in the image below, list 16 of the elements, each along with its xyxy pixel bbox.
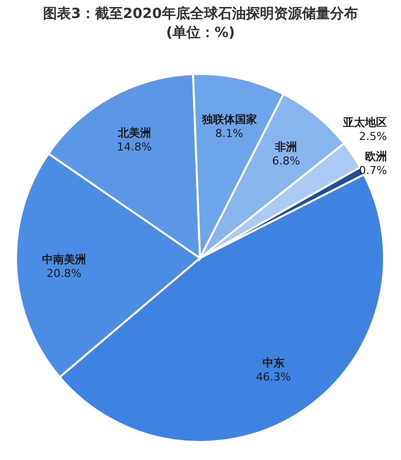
data-label: 8.1% [215, 127, 244, 140]
slice-label: 亚太地区 [342, 116, 387, 129]
data-label: 14.8% [116, 140, 152, 154]
data-label: 2.5% [359, 130, 387, 143]
slice-label: 中南美洲 [42, 252, 86, 266]
data-label: 6.8% [272, 154, 300, 168]
slice-label: 北美洲 [116, 126, 151, 140]
chart-title: 图表3：截至2020年底全球石油探明资源储量分布 [43, 5, 358, 22]
slice-label: 中东 [262, 356, 284, 370]
chart-subtitle: (单位：%) [166, 25, 235, 41]
slice-label: 非洲 [274, 140, 298, 154]
slice-label: 独联体国家 [200, 113, 257, 126]
data-label: 0.7% [359, 164, 387, 177]
data-label: 46.3% [256, 370, 291, 384]
data-label: 20.8% [46, 266, 82, 280]
slice-label: 欧洲 [365, 150, 387, 163]
